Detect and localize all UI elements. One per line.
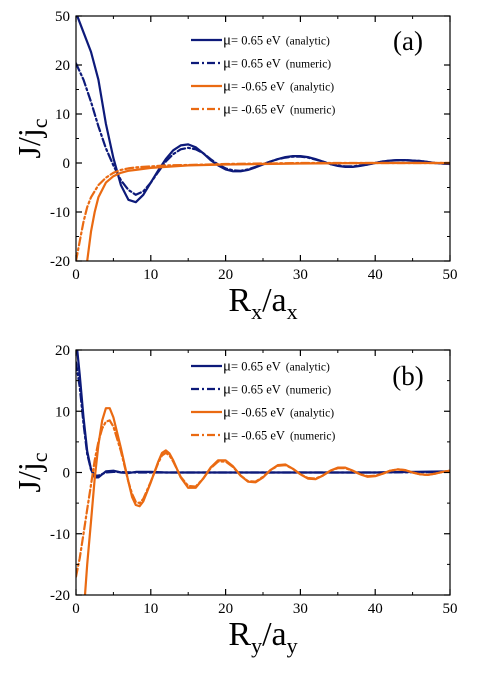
y-tick-label: 0 [63,466,71,482]
legend-entry: μ= -0.65 eV (numeric) [223,428,335,444]
panel-label: (a) [393,26,423,56]
x-tick-label: 20 [218,601,233,617]
x-tick-label: 40 [368,267,383,283]
y-tick-label: 20 [55,343,70,359]
x-tick-label: 0 [72,267,80,283]
x-tick-label: 30 [293,267,308,283]
legend: μ= 0.65 eV (analytic) μ= 0.65 eV (numeric) μ… [191,359,335,444]
series-line-4 [76,161,450,261]
y-tick-label: 10 [55,404,70,420]
series-line-4 [76,419,450,578]
x-axis-title: Rx/ax [228,282,297,324]
x-tick-label: 30 [293,601,308,617]
legend-entry: μ= -0.65 eV (numeric) [223,102,335,118]
x-tick-label: 10 [143,267,158,283]
x-tick-label: 50 [443,601,458,617]
y-tick-label: 10 [55,107,70,123]
x-tick-label: 20 [218,267,233,283]
x-tick-label: 0 [72,601,80,617]
y-axis-title: J/jc [11,452,52,492]
y-tick-label: -10 [50,205,70,221]
legend-entry: μ= -0.65 eV (analytic) [223,405,334,421]
y-tick-label: 50 [55,9,70,25]
legend-entry: μ= 0.65 eV (numeric) [223,382,331,398]
y-tick-label: -20 [50,254,70,270]
legend-entry: μ= 0.65 eV (analytic) [223,359,330,375]
legend-entry: μ= 0.65 eV (numeric) [223,56,331,72]
legend-entry: μ= 0.65 eV (analytic) [223,33,330,49]
legend: μ= 0.65 eV (analytic) μ= 0.65 eV (numeric) μ… [191,33,335,118]
y-tick-label: -10 [50,527,70,543]
series-group [76,16,450,261]
x-tick-label: 40 [368,601,383,617]
x-tick-label: 10 [143,601,158,617]
panel-label: (b) [392,361,423,391]
y-tick-label: 0 [63,156,71,172]
series-group [76,350,450,595]
y-tick-label: -20 [50,588,70,604]
panel-b: 0 10 20 30 40 50 -20 -10 0 10 20 (b) μ= 0.65 eV (anal… [11,343,458,658]
x-tick-label: 50 [443,267,458,283]
series-line-3 [86,161,450,261]
legend-entry: μ= -0.65 eV (analytic) [223,79,334,95]
series-line-2 [76,361,450,477]
x-axis-title: Ry/ay [228,616,297,658]
y-axis-title: J/jc [11,118,52,158]
panel-a: 0 10 20 30 40 50 -20 -10 0 10 20 50 (a) μ= 0.65 eV (an… [11,9,458,324]
y-tick-label: 20 [55,58,70,74]
